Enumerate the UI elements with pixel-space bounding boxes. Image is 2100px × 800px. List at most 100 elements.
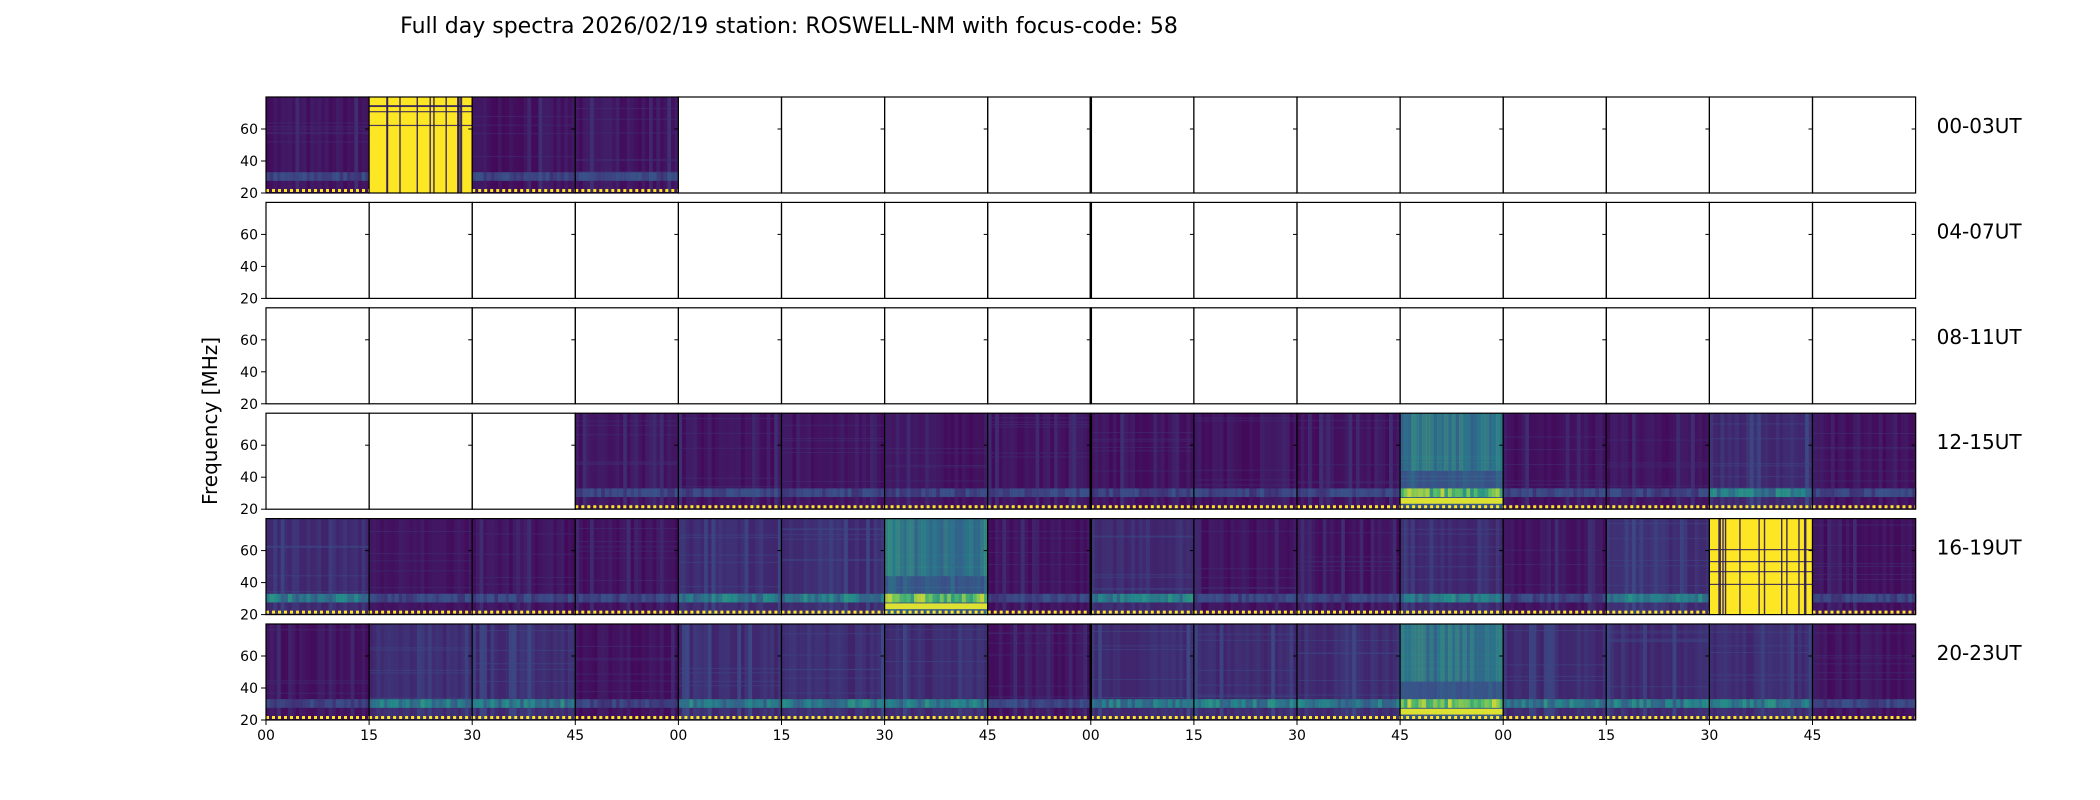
spectrum-panel <box>265 517 370 616</box>
spectrum-panel <box>471 623 576 721</box>
spectrum-panel <box>1502 412 1607 510</box>
y-tick-label: 20 <box>240 502 258 518</box>
spectrum-panel <box>780 307 886 405</box>
spectra-row: 20 40 60 08-11UT <box>240 307 2023 413</box>
spectrum-panel <box>1605 517 1711 616</box>
y-tick-label: 40 <box>240 259 258 275</box>
spectrum-panel <box>265 307 370 405</box>
x-tick-label: 00 <box>669 728 687 744</box>
spectrum-panel <box>1296 201 1401 299</box>
spectrum-panel <box>1708 623 1814 721</box>
spectrum-panel <box>987 201 1092 299</box>
spectrum-panel <box>1193 412 1298 510</box>
spectrum-panel <box>1193 201 1298 299</box>
spectrum-panel <box>780 517 886 616</box>
spectrum-panel <box>883 412 989 510</box>
spectrum-panel <box>471 307 576 405</box>
spectrum-panel <box>1605 623 1711 721</box>
spectrum-panel <box>1605 96 1711 194</box>
y-tick-label: 60 <box>240 122 258 138</box>
spectrum-panel <box>265 201 370 299</box>
spectrum-panel <box>471 96 576 194</box>
spectrum-panel <box>1605 307 1711 405</box>
y-tick-label: 20 <box>240 291 258 307</box>
spectrum-panel <box>1090 623 1195 721</box>
x-tick-label: 15 <box>1185 728 1203 744</box>
spectrum-panel <box>1090 517 1195 616</box>
y-tick-label: 40 <box>240 154 258 170</box>
spectrum-panel <box>883 623 989 721</box>
spectra-row: 20 40 60 20-23UT <box>240 623 2022 729</box>
spectrum-panel <box>1708 201 1814 299</box>
x-tick-label: 30 <box>463 728 481 744</box>
spectrum-panel <box>1399 96 1504 194</box>
spectrum-panel <box>987 623 1092 721</box>
spectrum-panel <box>368 412 473 510</box>
spectrum-panel <box>1399 307 1504 405</box>
x-tick-label: 30 <box>876 728 894 744</box>
spectrum-panel <box>574 412 679 510</box>
spectrum-panel <box>987 307 1092 405</box>
spectrum-panel <box>368 201 473 299</box>
spectrum-panel <box>1193 623 1298 721</box>
spectrum-panel <box>987 412 1092 510</box>
spectrum-panel <box>780 96 886 194</box>
x-tick-label: 00 <box>257 728 275 744</box>
x-tick-label: 30 <box>1288 728 1306 744</box>
y-tick-label: 60 <box>240 227 258 243</box>
spectrum-panel <box>1296 623 1401 721</box>
spectrum-panel <box>1811 623 1917 721</box>
spectrum-panel <box>574 201 679 299</box>
x-tick-label: 00 <box>1082 728 1100 744</box>
spectrum-panel <box>677 623 783 721</box>
spectrum-panel <box>368 307 473 405</box>
spectrum-panel <box>677 307 783 405</box>
spectrum-panel <box>1708 307 1814 405</box>
spectrum-panel <box>471 201 576 299</box>
spectrum-panel <box>1811 517 1917 616</box>
spectrum-panel <box>1399 201 1504 299</box>
spectrum-panel <box>1090 412 1195 510</box>
y-tick-label: 40 <box>240 470 258 486</box>
spectrum-panel <box>1193 517 1298 616</box>
spectrum-panel <box>780 412 886 510</box>
spectrum-panel <box>1502 307 1607 405</box>
spectrum-panel <box>1811 307 1917 405</box>
row-label: 00-03UT <box>1937 114 2023 138</box>
spectrum-panel <box>1502 623 1607 721</box>
spectra-row: 20 40 60 00-03UT <box>240 96 2023 202</box>
spectrum-panel <box>574 623 679 721</box>
x-tick-label: 45 <box>979 728 997 744</box>
spectrum-panel <box>1708 96 1814 194</box>
y-tick-label: 20 <box>240 713 258 729</box>
spectrum-panel <box>677 96 783 194</box>
spectrum-panel <box>574 307 679 405</box>
spectrum-panel <box>265 96 370 194</box>
spectrum-panel <box>1296 96 1401 194</box>
spectrum-panel <box>677 412 783 510</box>
spectra-row: 20 40 60 12-15UT <box>240 412 2022 518</box>
y-tick-label: 20 <box>240 186 258 202</box>
spectrum-panel <box>1193 96 1298 194</box>
row-label: 08-11UT <box>1937 325 2023 349</box>
chart-title: Full day spectra 2026/02/19 station: ROS… <box>400 14 1178 39</box>
spectrum-panel <box>574 517 679 616</box>
spectrum-panel <box>265 623 370 721</box>
spectrum-panel <box>1811 201 1917 299</box>
spectrum-panel <box>1502 517 1607 616</box>
spectra-row: 20 40 60 16-19UT <box>240 517 2023 624</box>
x-tick-label: 15 <box>1597 728 1615 744</box>
x-tick-label: 15 <box>360 728 378 744</box>
spectrum-panel <box>1090 201 1195 299</box>
spectrum-panel <box>1399 412 1504 510</box>
spectrum-panel <box>883 517 989 616</box>
spectrum-panel <box>368 517 473 616</box>
spectrum-panel <box>368 96 473 194</box>
spectrum-panel <box>883 201 989 299</box>
row-label: 16-19UT <box>1937 536 2023 560</box>
spectrum-panel <box>574 96 679 194</box>
y-tick-label: 40 <box>240 576 258 592</box>
spectrum-panel <box>1811 412 1917 510</box>
spectrum-panel <box>471 412 576 510</box>
